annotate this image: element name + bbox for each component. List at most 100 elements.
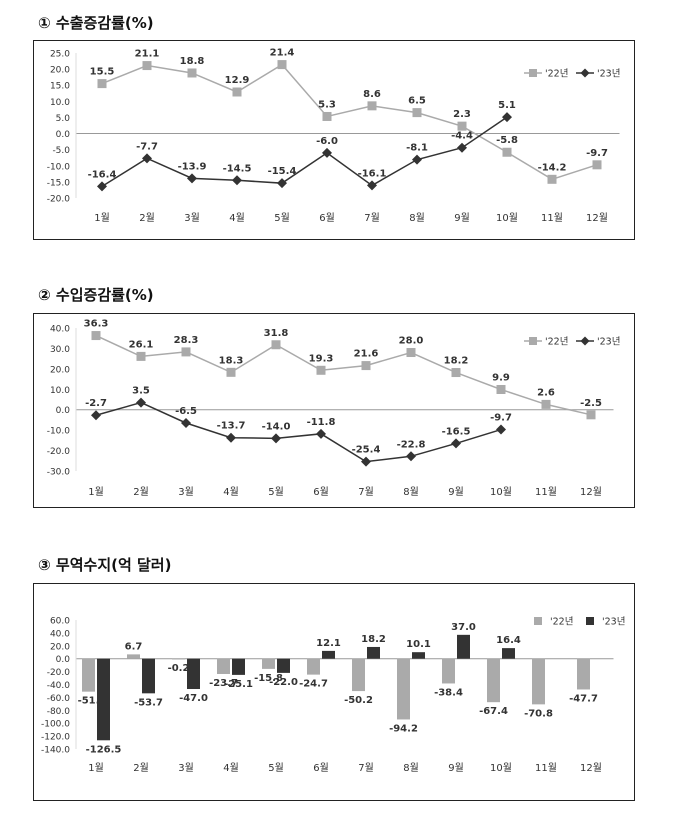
y-tick-label: -20.0 xyxy=(47,668,71,678)
x-category-label: 4월 xyxy=(223,762,239,774)
data-point-23 xyxy=(277,178,287,189)
bar-label-22: -50.2 xyxy=(344,695,373,706)
y-tick-label: 0.0 xyxy=(56,406,71,416)
x-category-label: 2월 xyxy=(139,212,155,224)
y-tick-label: -5.0 xyxy=(52,146,70,156)
data-label-23: -14.5 xyxy=(223,163,252,174)
data-label-23: -4.4 xyxy=(451,131,473,142)
data-label-23: -6.5 xyxy=(175,406,197,417)
data-point-22 xyxy=(91,331,101,341)
x-category-label: 6월 xyxy=(319,212,335,224)
x-category-label: 11월 xyxy=(541,212,563,224)
data-point-22 xyxy=(187,68,197,78)
bar-label-23: -126.5 xyxy=(86,744,122,755)
data-point-23 xyxy=(451,438,461,449)
data-point-23 xyxy=(91,410,101,421)
data-label-22: 31.8 xyxy=(264,328,289,339)
x-category-label: 9월 xyxy=(448,762,464,774)
x-category-label: 3월 xyxy=(178,486,194,498)
series-line-22 xyxy=(95,334,592,416)
data-label-22: -14.2 xyxy=(538,162,567,173)
data-point-22 xyxy=(586,410,596,420)
data-label-23: -14.0 xyxy=(262,421,291,432)
bar-22 xyxy=(442,658,455,684)
data-point-22 xyxy=(361,361,371,371)
data-point-23 xyxy=(502,112,512,123)
data-point-23 xyxy=(136,397,146,408)
x-category-label: 11월 xyxy=(535,486,557,498)
data-point-22 xyxy=(451,368,461,378)
x-category-label: 9월 xyxy=(454,212,470,224)
data-label-23: -2.7 xyxy=(85,398,107,409)
legend-marker-23 xyxy=(586,617,594,625)
data-label-22: 5.3 xyxy=(318,99,336,110)
x-category-label: 2월 xyxy=(133,762,149,774)
x-category-label: 5월 xyxy=(274,212,290,224)
data-label-23: -16.4 xyxy=(88,169,117,180)
x-category-label: 12월 xyxy=(586,212,608,224)
bar-22 xyxy=(532,658,545,705)
export-chart-frame: 25.0 20.0 15.0 10.0 5.0 0.0 -5.0 -10.0 -15.0 -20.… xyxy=(33,40,635,240)
legend-marker-22 xyxy=(534,617,542,625)
series-line-22 xyxy=(101,63,598,181)
bar-label-22: -23.7 xyxy=(209,678,238,689)
data-label-22: -5.8 xyxy=(496,135,518,146)
bar-label-22: -47.7 xyxy=(569,693,598,704)
data-label-23: -6.0 xyxy=(316,136,338,147)
bar-22 xyxy=(307,658,320,675)
bar-label-22: -38.4 xyxy=(434,687,463,698)
trade-balance-section-title: ③ 무역수지(억 달러) xyxy=(38,556,172,574)
x-category-label: 4월 xyxy=(229,212,245,224)
bar-label-22: -51. xyxy=(78,696,100,707)
data-label-23: -13.7 xyxy=(217,421,246,432)
bar-22 xyxy=(352,658,365,692)
bar-22 xyxy=(82,658,95,692)
bar-label-23: 18.2 xyxy=(361,634,386,645)
data-label-22: 6.5 xyxy=(408,96,426,107)
x-category-label: 5월 xyxy=(268,762,284,774)
bar-label-23: 37.0 xyxy=(451,622,476,633)
x-category-label: 7월 xyxy=(358,486,374,498)
data-label-22: 12.9 xyxy=(225,75,250,86)
y-tick-label: -40.0 xyxy=(47,681,71,691)
data-label-23: -16.5 xyxy=(442,426,471,437)
y-tick-label: 0.0 xyxy=(56,130,71,140)
y-tick-label: -80.0 xyxy=(47,707,71,717)
data-point-23 xyxy=(412,154,422,165)
data-point-23 xyxy=(226,432,236,443)
data-label-22: 36.3 xyxy=(84,319,109,330)
data-point-22 xyxy=(97,79,107,89)
export-growth-chart: 25.0 20.0 15.0 10.0 5.0 0.0 -5.0 -10.0 -15.0 -20.… xyxy=(47,48,621,224)
data-label-22: 8.6 xyxy=(363,89,381,100)
data-label-22: 21.6 xyxy=(354,349,379,360)
data-point-22 xyxy=(226,367,236,377)
data-point-22 xyxy=(496,384,506,394)
y-tick-label: 5.0 xyxy=(56,114,71,124)
data-point-23 xyxy=(97,181,107,192)
data-point-22 xyxy=(142,61,152,71)
data-label-23: -22.8 xyxy=(397,439,426,450)
data-point-23 xyxy=(496,424,506,435)
data-label-22: 28.3 xyxy=(174,335,199,346)
data-point-23 xyxy=(187,173,197,184)
legend-marker-22 xyxy=(529,69,537,77)
y-tick-label: 30.0 xyxy=(50,345,70,355)
data-label-23: -8.1 xyxy=(406,143,428,154)
bar-23 xyxy=(232,658,245,675)
data-point-22 xyxy=(406,348,416,358)
y-tick-label: 40.0 xyxy=(50,325,70,335)
data-point-22 xyxy=(277,60,287,70)
import-growth-chart: 40.0 30.0 20.0 10.0 0.0 -10.0 -20.0 -30.0 1월 2월 3월… xyxy=(47,319,621,498)
data-point-23 xyxy=(142,153,152,164)
data-point-23 xyxy=(181,417,191,428)
legend-label-22: '22년 xyxy=(545,337,568,348)
bar-label-22: -24.7 xyxy=(299,679,328,690)
y-tick-label: 40.0 xyxy=(50,629,70,639)
data-point-22 xyxy=(232,87,242,97)
import-section-title: ② 수입증감률(%) xyxy=(38,286,154,304)
x-category-label: 10월 xyxy=(490,486,512,498)
y-tick-label: -60.0 xyxy=(47,694,71,704)
legend-marker-22 xyxy=(529,337,537,345)
x-category-label: 6월 xyxy=(313,486,329,498)
y-tick-label: 20.0 xyxy=(50,66,70,76)
